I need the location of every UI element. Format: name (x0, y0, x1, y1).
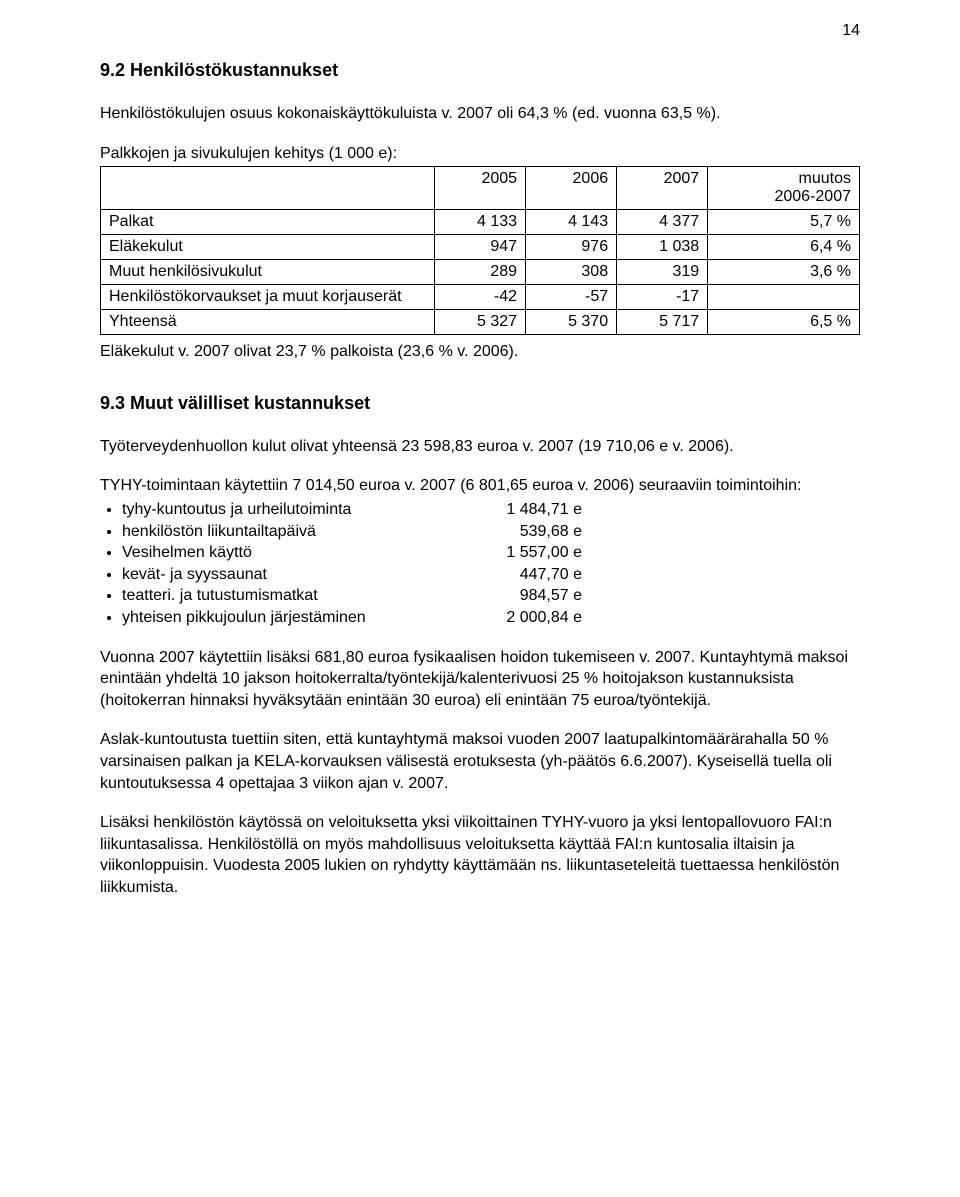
row-label: Henkilöstökorvaukset ja muut korjauserät (101, 285, 435, 310)
row-value: 976 (526, 235, 617, 260)
table-row: Palkat4 1334 1434 3775,7 % (101, 210, 860, 235)
list-item: teatteri. ja tutustumismatkat984,57 e (122, 585, 860, 607)
list-item: Vesihelmen käyttö1 557,00 e (122, 542, 860, 564)
col-2007: 2007 (617, 167, 708, 210)
list-item-value: 984,57 e (462, 585, 582, 607)
col-2005: 2005 (434, 167, 525, 210)
row-value: 4 133 (434, 210, 525, 235)
list-item: henkilöstön liikuntailtapäivä539,68 e (122, 521, 860, 543)
row-value: 947 (434, 235, 525, 260)
table-row: Eläkekulut9479761 0386,4 % (101, 235, 860, 260)
row-value: 1 038 (617, 235, 708, 260)
row-value: -42 (434, 285, 525, 310)
heading-9-3: 9.3 Muut välilliset kustannukset (100, 393, 860, 414)
row-value: 289 (434, 260, 525, 285)
table-row: Yhteensä5 3275 3705 7176,5 % (101, 310, 860, 335)
p5-9-3: Lisäksi henkilöstön käytössä on veloituk… (100, 812, 860, 898)
table-row: Muut henkilösivukulut2893083193,6 % (101, 260, 860, 285)
row-value: 308 (526, 260, 617, 285)
list-item-label: tyhy-kuntoutus ja urheilutoiminta (122, 499, 462, 521)
col-blank (101, 167, 435, 210)
list-item: tyhy-kuntoutus ja urheilutoiminta1 484,7… (122, 499, 860, 521)
row-value: -57 (526, 285, 617, 310)
p1-9-3: Työterveydenhuollon kulut olivat yhteens… (100, 436, 860, 458)
row-value: 6,5 % (708, 310, 860, 335)
col-change-l1: muutos (799, 170, 851, 187)
list-item: yhteisen pikkujoulun järjestäminen2 000,… (122, 607, 860, 629)
row-value: 6,4 % (708, 235, 860, 260)
page-number: 14 (842, 22, 860, 40)
page: 14 9.2 Henkilöstökustannukset Henkilöstö… (0, 0, 960, 1197)
row-value: 5 370 (526, 310, 617, 335)
row-value: 319 (617, 260, 708, 285)
col-2006: 2006 (526, 167, 617, 210)
heading-9-2: 9.2 Henkilöstökustannukset (100, 60, 860, 81)
row-label: Eläkekulut (101, 235, 435, 260)
list-item-value: 1 557,00 e (462, 542, 582, 564)
list-item-value: 2 000,84 e (462, 607, 582, 629)
row-value: 3,6 % (708, 260, 860, 285)
row-value: 5,7 % (708, 210, 860, 235)
row-value: -17 (617, 285, 708, 310)
list-item-label: teatteri. ja tutustumismatkat (122, 585, 462, 607)
list-item-label: kevät- ja syyssaunat (122, 564, 462, 586)
list-item-label: Vesihelmen käyttö (122, 542, 462, 564)
list-item-value: 447,70 e (462, 564, 582, 586)
list-item-label: yhteisen pikkujoulun järjestäminen (122, 607, 462, 629)
row-label: Muut henkilösivukulut (101, 260, 435, 285)
outro-9-2: Eläkekulut v. 2007 olivat 23,7 % palkois… (100, 341, 860, 363)
p2-9-3: TYHY-toimintaan käytettiin 7 014,50 euro… (100, 475, 860, 497)
intro-9-2: Henkilöstökulujen osuus kokonaiskäyttöku… (100, 103, 860, 125)
row-value: 4 377 (617, 210, 708, 235)
col-change: muutos 2006-2007 (708, 167, 860, 210)
table-row: Henkilöstökorvaukset ja muut korjauserät… (101, 285, 860, 310)
table-header-row: 2005 2006 2007 muutos 2006-2007 (101, 167, 860, 210)
list-item-value: 539,68 e (462, 521, 582, 543)
cost-table: 2005 2006 2007 muutos 2006-2007 Palkat4 … (100, 166, 860, 335)
list-item-value: 1 484,71 e (462, 499, 582, 521)
col-change-l2: 2006-2007 (774, 188, 851, 205)
row-value: 5 327 (434, 310, 525, 335)
row-value: 4 143 (526, 210, 617, 235)
list-item-label: henkilöstön liikuntailtapäivä (122, 521, 462, 543)
table-caption: Palkkojen ja sivukulujen kehitys (1 000 … (100, 143, 860, 165)
activity-list: tyhy-kuntoutus ja urheilutoiminta1 484,7… (100, 499, 860, 629)
row-label: Yhteensä (101, 310, 435, 335)
row-value (708, 285, 860, 310)
list-item: kevät- ja syyssaunat447,70 e (122, 564, 860, 586)
row-value: 5 717 (617, 310, 708, 335)
row-label: Palkat (101, 210, 435, 235)
p4-9-3: Aslak-kuntoutusta tuettiin siten, että k… (100, 729, 860, 794)
p3-9-3: Vuonna 2007 käytettiin lisäksi 681,80 eu… (100, 647, 860, 712)
